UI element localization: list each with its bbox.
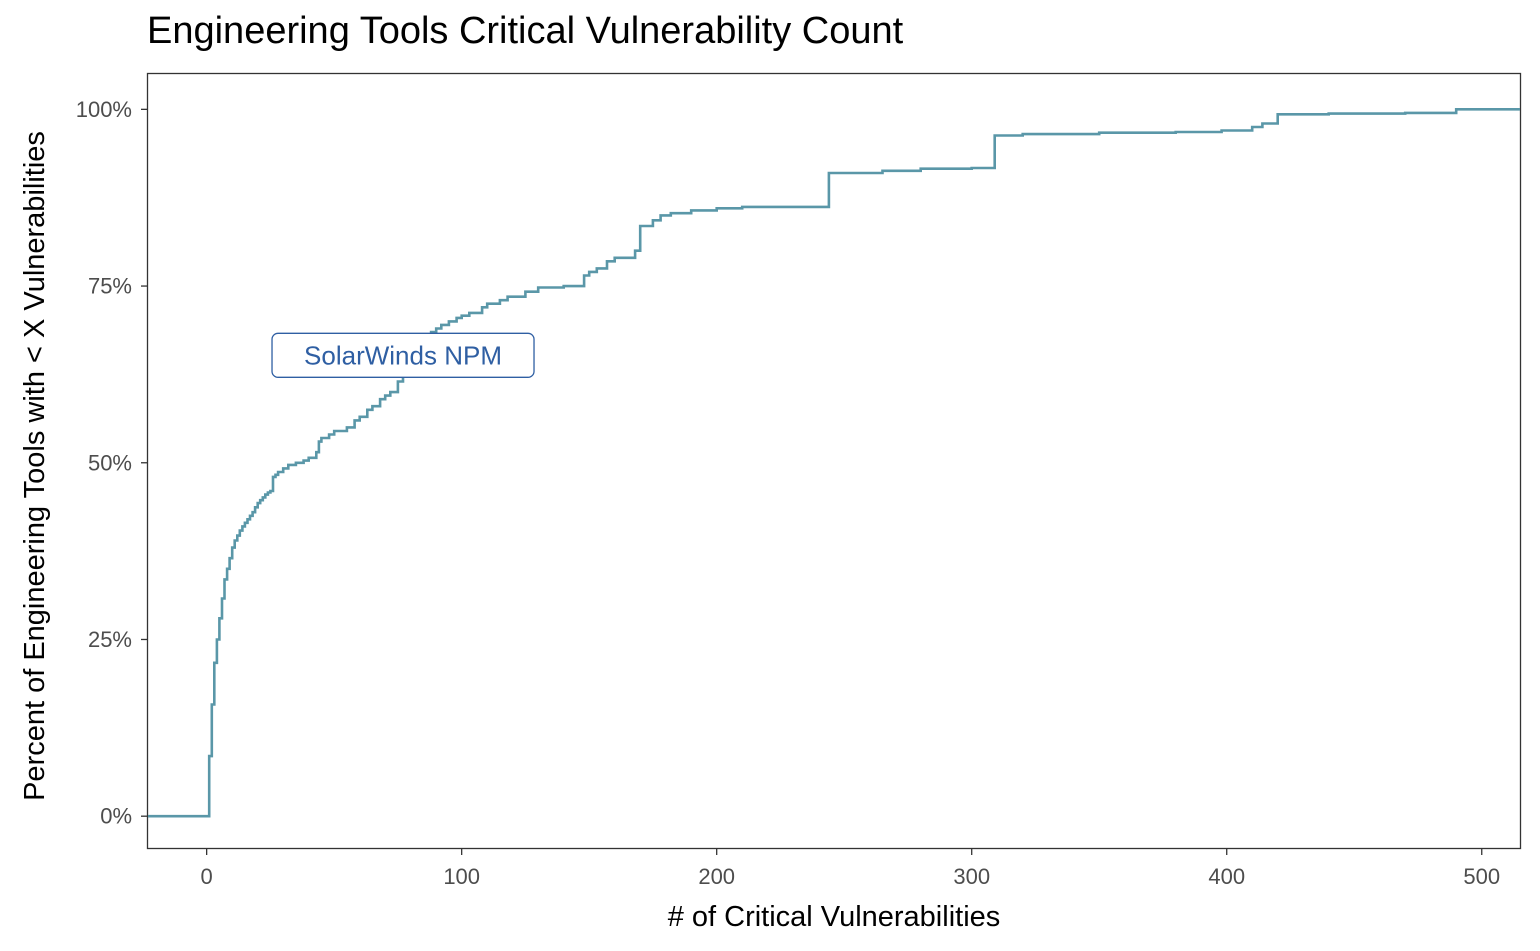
y-axis-title: Percent of Engineering Tools with < X Vu… — [19, 131, 51, 801]
y-tick-label: 0% — [100, 804, 132, 829]
y-tick-label: 25% — [88, 627, 132, 652]
chart-title: Engineering Tools Critical Vulnerability… — [147, 10, 904, 52]
solarwinds-annotation: SolarWinds NPM — [271, 332, 535, 378]
x-tick-label: 200 — [698, 864, 735, 889]
y-tick-label: 50% — [88, 450, 132, 475]
y-tick-label: 75% — [88, 274, 132, 299]
x-axis-title: # of Critical Vulnerabilities — [668, 901, 1001, 933]
annotation-label-box — [271, 332, 535, 378]
x-tick-label: 0 — [201, 864, 213, 889]
y-tick-label: 100% — [76, 97, 132, 122]
x-tick-label: 100 — [443, 864, 480, 889]
x-tick-label: 300 — [953, 864, 990, 889]
x-tick-label: 400 — [1208, 864, 1245, 889]
plot-panel-border — [146, 72, 1522, 850]
ecdf-step-line — [148, 108, 1520, 818]
x-tick-label: 500 — [1463, 864, 1500, 889]
annotation-label: SolarWinds NPM — [304, 340, 502, 370]
y-axis: 0% 25% 50% 75% 100% — [76, 97, 148, 829]
x-axis: 0 100 200 300 400 500 — [201, 848, 1500, 889]
